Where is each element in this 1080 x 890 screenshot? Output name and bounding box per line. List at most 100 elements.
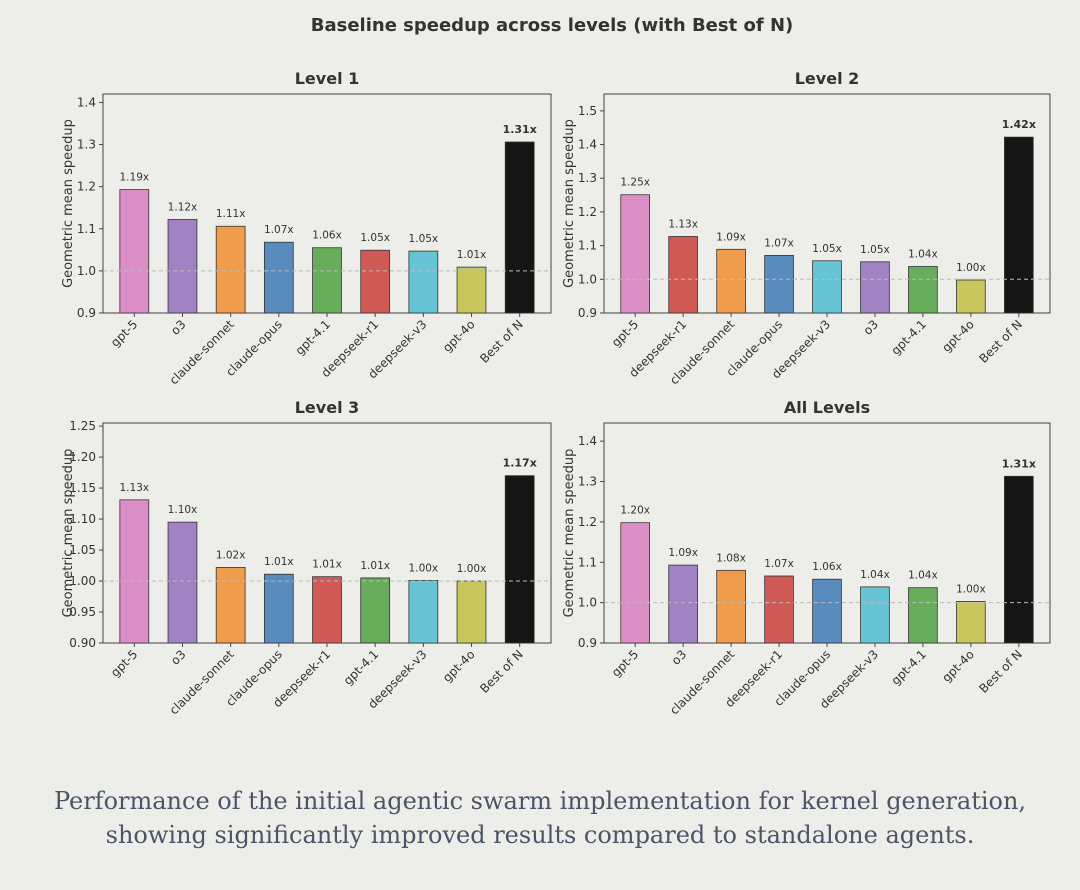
bar (215, 566, 246, 644)
y-tick-label: 0.9 (578, 306, 597, 320)
chart-panel: Level 3 0.90 0.95 1.00 1.05 1.10 1.15 1.20 1.25 G… (61, 398, 552, 717)
bar (360, 249, 391, 314)
data-label: 1.00x (956, 583, 986, 595)
x-tick-label: o3 (168, 317, 188, 337)
bar (119, 189, 150, 314)
data-label: 1.20x (620, 505, 650, 517)
x-tick-label: o3 (168, 647, 188, 667)
y-tick-label: 1.1 (578, 555, 597, 569)
y-tick-label: 1.0 (578, 272, 597, 286)
bar (312, 247, 342, 314)
bar (504, 141, 535, 314)
y-axis-label: Geometric mean speedup (61, 119, 76, 288)
bar (504, 475, 535, 644)
y-tick-label: 1.2 (578, 205, 597, 219)
x-tick-label: o3 (669, 647, 689, 667)
x-tick-label: gpt-4o (939, 647, 977, 685)
x-tick-label: gpt-5 (108, 317, 140, 349)
data-label: 1.05x (860, 244, 890, 256)
bar (764, 254, 794, 314)
y-tick-label: 1.3 (77, 138, 96, 152)
bar (456, 580, 487, 644)
caption-line-1: Performance of the initial agentic swarm… (53, 787, 1027, 815)
data-label: 1.17x (503, 457, 537, 470)
data-label: 1.07x (264, 224, 294, 236)
bar (668, 564, 698, 644)
bar (668, 236, 698, 314)
bar (860, 261, 890, 314)
bar (215, 225, 246, 314)
x-tick-label: gpt-4.1 (341, 647, 382, 688)
data-label: 1.01x (312, 559, 342, 571)
bar (456, 266, 487, 314)
caption: Performance of the initial agentic swarm… (0, 784, 1080, 852)
bar (908, 266, 938, 314)
bar (408, 580, 439, 644)
x-tick-label: gpt-4o (440, 647, 478, 685)
data-label: 1.00x (409, 562, 439, 574)
y-tick-label: 1.2 (578, 515, 597, 529)
data-label: 1.06x (812, 561, 842, 573)
y-tick-label: 1.25 (69, 419, 96, 433)
data-label: 1.01x (264, 556, 294, 568)
y-tick-label: 1.4 (578, 434, 597, 448)
data-label: 1.31x (1002, 457, 1036, 470)
bar (360, 577, 391, 644)
y-tick-label: 1.4 (77, 95, 96, 109)
data-label: 1.04x (860, 569, 890, 581)
x-tick-label: gpt-4.1 (888, 317, 929, 358)
y-tick-label: 1.0 (77, 264, 96, 278)
bar (408, 250, 439, 314)
x-tick-label: gpt-4o (440, 317, 478, 355)
data-label: 1.19x (120, 172, 150, 184)
y-tick-label: 0.90 (69, 636, 96, 650)
panel-title: Level 2 (795, 69, 860, 88)
bar (956, 279, 986, 314)
y-axis-label: Geometric mean speedup (61, 449, 76, 618)
bar (1004, 475, 1034, 644)
y-tick-label: 1.10 (69, 512, 96, 526)
y-tick-label: 0.95 (69, 605, 96, 619)
data-label: 1.08x (716, 552, 746, 564)
data-label: 1.00x (457, 563, 487, 575)
x-tick-label: gpt-4.1 (293, 317, 334, 358)
x-tick-label: Best of N (477, 317, 526, 366)
data-label: 1.10x (168, 504, 198, 516)
data-label: 1.42x (1002, 118, 1036, 131)
data-label: 1.07x (764, 237, 794, 249)
data-label: 1.09x (716, 231, 746, 243)
y-tick-label: 0.9 (578, 636, 597, 650)
data-label: 1.05x (409, 233, 439, 245)
data-label: 1.12x (168, 202, 198, 214)
bar (1004, 136, 1034, 314)
figure-title: Baseline speedup across levels (with Bes… (311, 15, 793, 36)
data-label: 1.13x (120, 482, 150, 494)
x-tick-label: gpt-5 (108, 647, 140, 679)
data-label: 1.04x (908, 570, 938, 582)
data-label: 1.11x (216, 208, 246, 220)
y-tick-label: 1.3 (578, 475, 597, 489)
data-label: 1.25x (620, 177, 650, 189)
y-tick-label: 1.4 (578, 138, 597, 152)
data-label: 1.01x (457, 249, 487, 261)
y-tick-label: 1.3 (578, 171, 597, 185)
bar (312, 576, 342, 644)
bar (764, 575, 794, 644)
bar (167, 521, 198, 644)
panel-title: All Levels (784, 398, 870, 417)
data-label: 1.02x (216, 549, 246, 561)
bar (716, 248, 746, 314)
x-tick-label: Best of N (976, 317, 1025, 366)
data-label: 1.07x (764, 558, 794, 570)
caption-line-2: showing significantly improved results c… (105, 821, 975, 849)
x-tick-label: gpt-4.1 (888, 647, 929, 688)
figure: Baseline speedup across levels (with Bes… (61, 15, 1051, 717)
y-axis-label: Geometric mean speedup (562, 449, 577, 618)
x-tick-label: Best of N (976, 647, 1025, 696)
data-label: 1.09x (668, 547, 698, 559)
bar (620, 522, 650, 644)
